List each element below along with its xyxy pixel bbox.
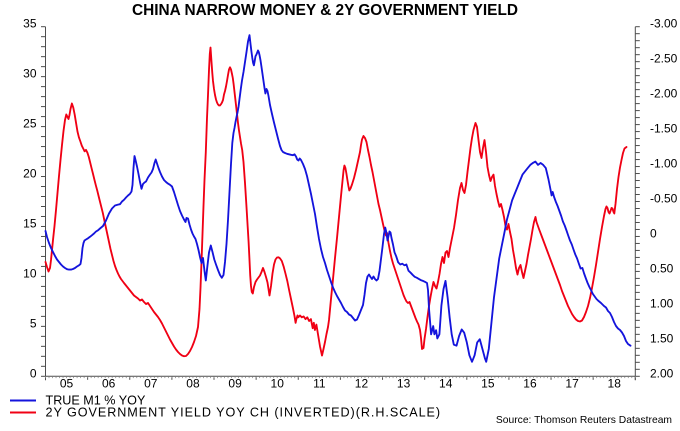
svg-text:5: 5 — [30, 316, 37, 330]
svg-text:10: 10 — [23, 266, 37, 280]
svg-text:30: 30 — [23, 67, 37, 81]
svg-text:-2.50: -2.50 — [650, 52, 678, 66]
svg-text:10: 10 — [271, 377, 285, 391]
svg-text:2.00: 2.00 — [650, 366, 674, 380]
svg-text:-3.00: -3.00 — [650, 17, 678, 31]
svg-text:0.50: 0.50 — [650, 261, 674, 275]
svg-text:TRUE M1 % YOY: TRUE M1 % YOY — [46, 394, 146, 408]
svg-text:Source: Thomson Reuters Datast: Source: Thomson Reuters Datastream — [496, 415, 672, 426]
svg-text:17: 17 — [565, 377, 579, 391]
svg-text:13: 13 — [397, 377, 411, 391]
svg-text:2Y GOVERNMENT YIELD YOY CH (IN: 2Y GOVERNMENT YIELD YOY CH (INVERTED)(R.… — [46, 406, 442, 420]
svg-text:-2.00: -2.00 — [650, 87, 678, 101]
svg-text:12: 12 — [355, 377, 369, 391]
svg-text:05: 05 — [60, 377, 74, 391]
svg-text:35: 35 — [23, 17, 37, 31]
svg-text:-1.00: -1.00 — [650, 157, 678, 171]
svg-text:1.50: 1.50 — [650, 331, 674, 345]
svg-text:14: 14 — [439, 377, 453, 391]
svg-text:-0.50: -0.50 — [650, 192, 678, 206]
svg-text:1.00: 1.00 — [650, 296, 674, 310]
svg-text:20: 20 — [23, 167, 37, 181]
svg-text:06: 06 — [102, 377, 116, 391]
svg-text:0: 0 — [650, 226, 657, 240]
svg-text:25: 25 — [23, 117, 37, 131]
svg-text:08: 08 — [186, 377, 200, 391]
svg-text:07: 07 — [144, 377, 158, 391]
svg-text:16: 16 — [523, 377, 537, 391]
svg-text:-1.50: -1.50 — [650, 122, 678, 136]
svg-text:CHINA NARROW MONEY & 2Y GOVERN: CHINA NARROW MONEY & 2Y GOVERNMENT YIELD — [132, 2, 518, 19]
svg-text:15: 15 — [23, 216, 37, 230]
svg-text:0: 0 — [30, 366, 37, 380]
svg-text:15: 15 — [481, 377, 495, 391]
svg-text:09: 09 — [228, 377, 242, 391]
svg-text:18: 18 — [608, 377, 622, 391]
svg-text:11: 11 — [313, 377, 326, 391]
